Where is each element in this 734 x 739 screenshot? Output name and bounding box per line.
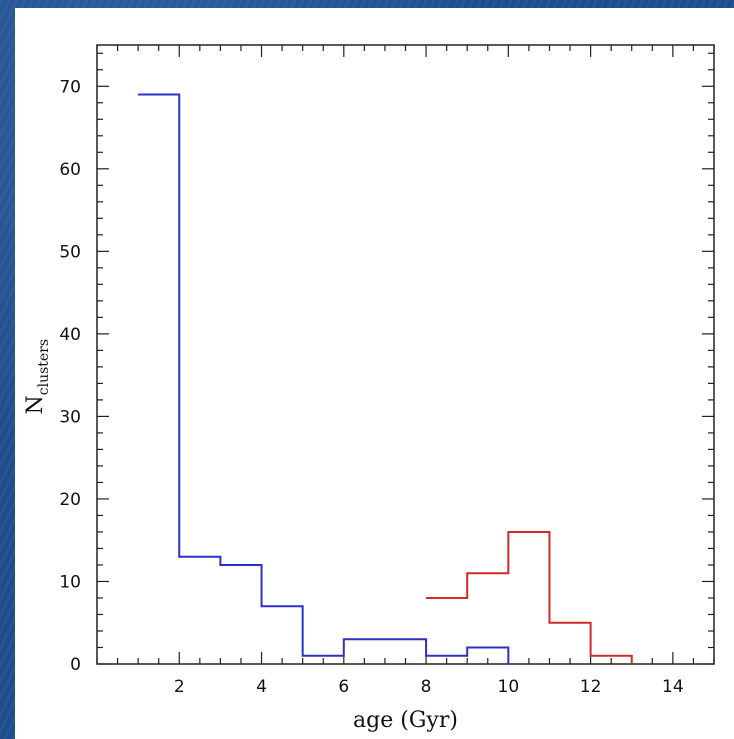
y-axis-label: Nclusters [23, 339, 52, 415]
histogram-bin [591, 656, 632, 664]
x-tick-label: 14 [662, 677, 684, 697]
x-tick-label: 6 [338, 677, 349, 697]
x-tick-label: 12 [580, 677, 602, 697]
histogram-bin [549, 623, 590, 664]
histogram-bin [262, 606, 303, 664]
histogram-series [138, 93, 633, 664]
y-tick-label: 60 [59, 160, 81, 180]
y-tick-labels: 0 10 20 30 40 50 60 70 [59, 77, 81, 675]
x-tick-label: 8 [421, 677, 432, 697]
histogram-series-1 [138, 93, 510, 664]
histogram-bin [179, 557, 220, 664]
histogram-series-2 [426, 530, 633, 664]
histogram-bin [138, 95, 179, 664]
histogram-bin [426, 598, 467, 664]
x-axis-label: age (Gyr) [353, 708, 458, 733]
y-tick-label: 70 [59, 77, 81, 97]
y-axis-label-main: N [23, 395, 48, 414]
histogram-bin [344, 639, 385, 664]
histogram-bin [467, 573, 508, 664]
y-tick-label: 20 [59, 490, 81, 510]
x-tick-label: 2 [174, 677, 185, 697]
y-tick-label: 40 [59, 325, 81, 345]
y-tick-label: 0 [70, 655, 81, 675]
histogram-bin [220, 565, 261, 664]
chart-panel [15, 8, 734, 739]
y-tick-label: 10 [59, 572, 81, 592]
histogram-bin [508, 532, 549, 664]
y-tick-label: 50 [59, 242, 81, 262]
y-axis-label-subscript: clusters [36, 339, 52, 395]
axis-ticks [96, 45, 715, 665]
histogram-bin [303, 656, 344, 664]
x-tick-label: 4 [256, 677, 267, 697]
histogram-bin [385, 639, 426, 664]
x-tick-label: 10 [498, 677, 520, 697]
y-tick-label: 30 [59, 407, 81, 427]
x-tick-labels: 2 4 6 8 10 12 14 [174, 677, 684, 697]
